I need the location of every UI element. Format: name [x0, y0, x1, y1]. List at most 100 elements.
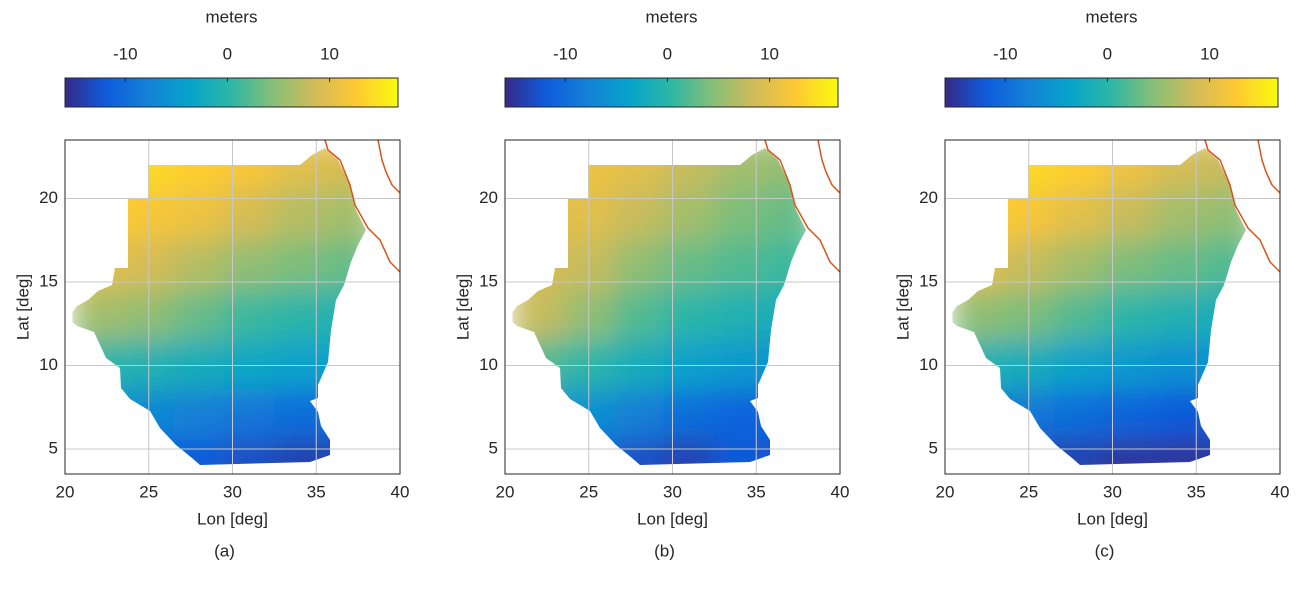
x-tick-label: 20: [936, 482, 955, 501]
cell: [764, 289, 806, 341]
field: [72, 148, 366, 465]
cell: [72, 189, 125, 241]
cell: [1053, 189, 1105, 241]
x-axis-label: Lon [deg]: [637, 509, 708, 528]
cell: [613, 440, 665, 465]
cell: [512, 390, 565, 442]
cell: [764, 239, 806, 291]
cell: [663, 239, 715, 291]
cell: [1053, 289, 1105, 341]
cell: [512, 189, 565, 241]
colorbar-tick-label: 0: [223, 44, 232, 63]
y-tick-label: 5: [929, 438, 938, 457]
y-axis-label: Lat [deg]: [13, 274, 32, 340]
y-tick-label: 10: [39, 355, 58, 374]
cell: [223, 239, 275, 291]
cell: [273, 289, 326, 341]
cell: [764, 189, 806, 241]
cell: [1053, 440, 1105, 465]
x-tick-label: 20: [496, 482, 515, 501]
cell: [613, 390, 665, 442]
cell: [713, 189, 766, 241]
colorbar-tick-label: 0: [1103, 44, 1112, 63]
border-line: [377, 139, 401, 194]
cell: [273, 239, 326, 291]
border-line: [1204, 139, 1281, 273]
cell: [223, 289, 275, 341]
colorbar-tick-label: -10: [113, 44, 138, 63]
colorbar-label: meters: [206, 7, 258, 26]
cell: [72, 289, 125, 341]
colorbar-tick-label: 10: [320, 44, 339, 63]
caption: (a): [214, 541, 235, 560]
cell: [663, 390, 715, 442]
border-line: [1257, 139, 1281, 194]
panel: meters -10 0 10 20 25 30 35 40 5 10 15 20 Lon [deg] La…: [893, 7, 1289, 560]
x-tick-label: 30: [1103, 482, 1122, 501]
panel: meters -10 0 10 20 25 30 35 40 5 10 15 20 Lon [deg] La…: [13, 7, 409, 560]
x-tick-label: 40: [831, 482, 850, 501]
cell: [324, 239, 366, 291]
cell: [952, 189, 1005, 241]
y-tick-label: 20: [479, 188, 498, 207]
cell: [72, 148, 125, 191]
cell: [512, 148, 565, 191]
cell: [1103, 289, 1155, 341]
cell: [613, 289, 665, 341]
cell: [512, 440, 565, 465]
colorbar: [64, 77, 399, 108]
cell: [663, 189, 715, 241]
x-tick-label: 25: [139, 482, 158, 501]
y-axis-label: Lat [deg]: [453, 274, 472, 340]
y-tick-label: 15: [919, 271, 938, 290]
border-line: [817, 139, 841, 194]
cell: [324, 289, 366, 341]
cell: [1153, 189, 1206, 241]
map-region: [512, 148, 806, 465]
caption: (b): [654, 541, 675, 560]
cell: [512, 239, 565, 291]
field: [952, 148, 1246, 465]
cell: [1153, 148, 1206, 191]
y-tick-label: 15: [479, 271, 498, 290]
cell: [1204, 189, 1246, 241]
colorbar: [504, 77, 839, 108]
colorbar-tick-label: -10: [553, 44, 578, 63]
cell: [324, 189, 366, 241]
cell: [952, 440, 1005, 465]
cell: [512, 289, 565, 341]
cell: [764, 440, 806, 465]
colorbar: [944, 77, 1279, 108]
x-axis-label: Lon [deg]: [197, 509, 268, 528]
x-tick-label: 25: [579, 482, 598, 501]
colorbar-label: meters: [646, 7, 698, 26]
cell: [663, 148, 715, 191]
y-tick-label: 20: [39, 188, 58, 207]
x-tick-label: 35: [747, 482, 766, 501]
x-tick-label: 40: [1271, 482, 1290, 501]
y-tick-label: 10: [479, 355, 498, 374]
y-tick-label: 15: [39, 271, 58, 290]
cell: [713, 239, 766, 291]
cell: [324, 440, 366, 465]
x-tick-label: 30: [223, 482, 242, 501]
x-tick-label: 35: [1187, 482, 1206, 501]
cell: [1204, 390, 1246, 442]
cell: [173, 440, 225, 465]
cell: [273, 148, 326, 191]
caption: (c): [1095, 541, 1115, 560]
cell: [1153, 390, 1206, 442]
cell: [173, 289, 225, 341]
cell: [1103, 148, 1155, 191]
x-tick-label: 40: [391, 482, 410, 501]
cell: [713, 289, 766, 341]
border-line: [764, 139, 841, 273]
x-tick-label: 20: [56, 482, 75, 501]
y-tick-label: 10: [919, 355, 938, 374]
cell: [173, 239, 225, 291]
colorbar-tick-label: -10: [993, 44, 1018, 63]
x-axis-label: Lon [deg]: [1077, 509, 1148, 528]
cell: [1053, 390, 1105, 442]
cell: [764, 390, 806, 442]
